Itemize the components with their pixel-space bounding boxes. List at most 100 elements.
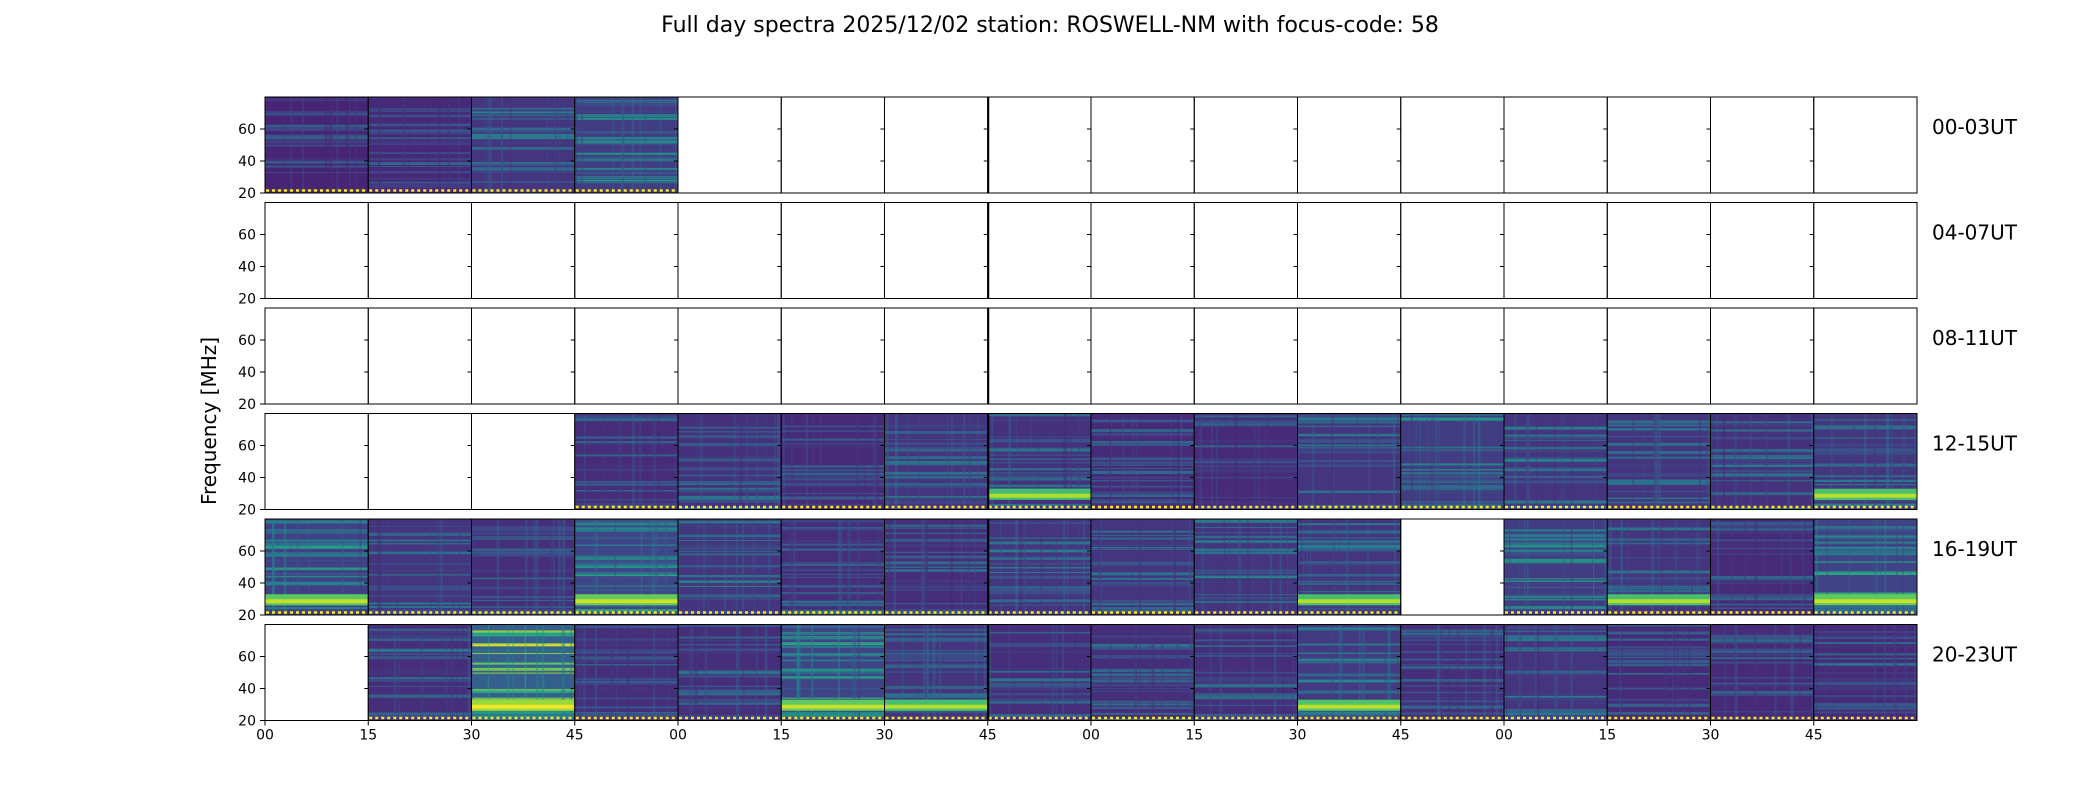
spectrum-panel — [1396, 624, 1505, 721]
x-tick-label: 45 — [979, 728, 997, 744]
x-tick-label: 00 — [256, 728, 274, 744]
spectrum-panel — [1500, 307, 1608, 405]
row-label: 12-15UT — [1932, 432, 2018, 456]
spectrum-panel — [570, 624, 679, 721]
spectrum-panel — [1087, 202, 1195, 299]
y-tick-label: 20 — [238, 714, 256, 730]
spectrum-panel — [364, 307, 472, 405]
spectrum-panel — [983, 202, 1092, 299]
spectrum-panel — [1500, 413, 1608, 510]
spectrum-panel — [777, 518, 885, 616]
x-tick-label: 00 — [669, 728, 687, 744]
spectrum-panel — [1706, 624, 1815, 721]
row-label: 00-03UT — [1932, 115, 2018, 139]
spectrum-panel — [1087, 413, 1195, 510]
x-tick-label: 15 — [359, 728, 377, 744]
row-16-19UT: 20 40 60 16-19UT — [238, 518, 2018, 624]
spectrum-panel — [264, 624, 369, 721]
spectrum-panel — [1190, 96, 1298, 194]
y-tick-label: 40 — [238, 260, 256, 276]
spectrum-panel — [1190, 518, 1298, 616]
row-04-07UT: 20 40 60 04-07UT — [238, 202, 2018, 308]
y-tick-label: 60 — [238, 544, 256, 560]
spectrum-panel — [1396, 413, 1505, 510]
spectrum-panel — [1190, 624, 1298, 721]
spectrum-panel — [364, 413, 472, 510]
spectrum-panel — [1706, 307, 1815, 405]
y-tick-label: 40 — [238, 154, 256, 170]
spectrum-panel — [1396, 518, 1505, 616]
y-tick-label: 60 — [238, 439, 256, 455]
spectrum-panel — [1500, 202, 1608, 299]
y-tick-label: 60 — [238, 650, 256, 666]
spectrum-panel — [777, 96, 885, 194]
y-tick-label: 60 — [238, 122, 256, 138]
spectrum-panel — [1293, 624, 1402, 721]
x-tick-label: 30 — [876, 728, 894, 744]
y-tick-label: 40 — [238, 576, 256, 592]
spectrum-panel — [1293, 518, 1402, 616]
spectrum-panel — [777, 624, 885, 721]
y-tick-label: 40 — [238, 682, 256, 698]
spectrum-panel — [1706, 413, 1815, 510]
y-tick-label: 20 — [238, 292, 256, 308]
spectrum-panel — [1500, 518, 1608, 616]
spectrum-panel — [264, 307, 369, 405]
spectrum-panel — [1087, 518, 1195, 616]
spectrum-panel — [1500, 624, 1608, 721]
x-tick-label: 00 — [1495, 728, 1513, 744]
spectrum-panel — [1603, 96, 1711, 194]
x-tick-label: 15 — [1598, 728, 1616, 744]
spectrum-panel — [264, 202, 369, 299]
x-tick-label: 45 — [566, 728, 584, 744]
spectrum-panel — [364, 624, 472, 721]
spectrum-panel — [467, 518, 576, 616]
spectrum-panel — [983, 518, 1092, 616]
spectrum-panel — [674, 624, 782, 721]
spectrum-panel — [1603, 518, 1711, 616]
spectrum-panel — [880, 307, 989, 405]
row-label: 08-11UT — [1932, 326, 2018, 350]
spectrum-panel — [570, 202, 679, 299]
spectrum-panel — [1809, 518, 1918, 616]
row-08-11UT: 20 40 60 08-11UT — [238, 307, 2018, 413]
spectrum-panel — [364, 518, 472, 616]
spectrum-panel — [1293, 202, 1402, 299]
spectrum-panel — [467, 307, 576, 405]
y-tick-label: 20 — [238, 186, 256, 202]
spectrum-panel — [777, 307, 885, 405]
row-label: 16-19UT — [1932, 537, 2018, 561]
spectrum-panel — [1706, 202, 1815, 299]
row-20-23UT: 20 40 60 20-23UT — [238, 624, 2018, 730]
row-label: 04-07UT — [1932, 221, 2018, 245]
x-tick-label: 30 — [463, 728, 481, 744]
x-tick-label: 45 — [1392, 728, 1410, 744]
spectrum-panel — [1396, 202, 1505, 299]
spectrum-panel — [983, 307, 1092, 405]
spectrum-panel — [1706, 96, 1815, 194]
spectrum-panel — [1603, 413, 1711, 510]
spectrum-panel — [264, 518, 369, 616]
spectrum-panel — [983, 96, 1092, 194]
y-tick-label: 60 — [238, 228, 256, 244]
y-tick-label: 20 — [238, 397, 256, 413]
x-tick-label: 15 — [1185, 728, 1203, 744]
spectrum-panel — [674, 413, 782, 510]
x-axis: 00 15 30 45 00 15 30 45 00 15 30 45 00 15 30 45 — [256, 720, 1823, 744]
spectrum-panel — [1190, 202, 1298, 299]
spectrum-panel — [983, 624, 1092, 721]
chart-title: Full day spectra 2025/12/02 station: ROS… — [661, 13, 1439, 38]
spectrum-panel — [570, 96, 679, 194]
spectrum-panel — [570, 518, 679, 616]
spectrum-panel — [1087, 307, 1195, 405]
spectrum-panel — [1706, 518, 1815, 616]
x-tick-label: 15 — [772, 728, 790, 744]
spectrum-panel — [674, 518, 782, 616]
row-00-03UT: 20 40 60 00-03UT — [238, 96, 2018, 202]
spectrum-panel — [364, 202, 472, 299]
y-tick-label: 60 — [238, 333, 256, 349]
spectrum-panel — [674, 307, 782, 405]
spectrum-panel — [1500, 96, 1608, 194]
spectrum-panel — [570, 307, 679, 405]
spectrum-panel — [467, 96, 576, 194]
